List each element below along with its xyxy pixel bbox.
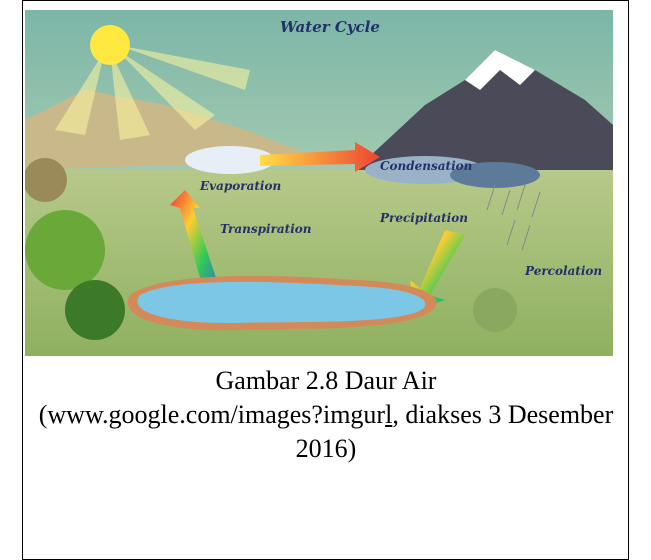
tree	[25, 158, 67, 202]
caption-source: (www.google.com/images?imgurl, diakses 3…	[32, 398, 620, 466]
image-label: Precipitation	[379, 211, 468, 225]
shrub	[65, 280, 125, 340]
tree	[25, 210, 105, 290]
image-label: Evaporation	[199, 179, 281, 193]
shrub	[473, 288, 517, 332]
sun	[90, 25, 130, 65]
image-title: Water Cycle	[280, 18, 380, 36]
page: Water Cycle Condensation Evaporation Tra…	[0, 0, 651, 542]
image-label: Transpiration	[220, 222, 312, 236]
caption-text: (www.google.com/images?imgur	[39, 400, 385, 429]
caption: Gambar 2.8 Daur Air (www.google.com/imag…	[32, 364, 620, 466]
image-label: Condensation	[380, 159, 472, 173]
lake	[137, 282, 425, 323]
water-cycle-image: Water Cycle Condensation Evaporation Tra…	[25, 10, 613, 356]
caption-title: Gambar 2.8 Daur Air	[32, 364, 620, 398]
image-label: Percolation	[524, 264, 602, 278]
